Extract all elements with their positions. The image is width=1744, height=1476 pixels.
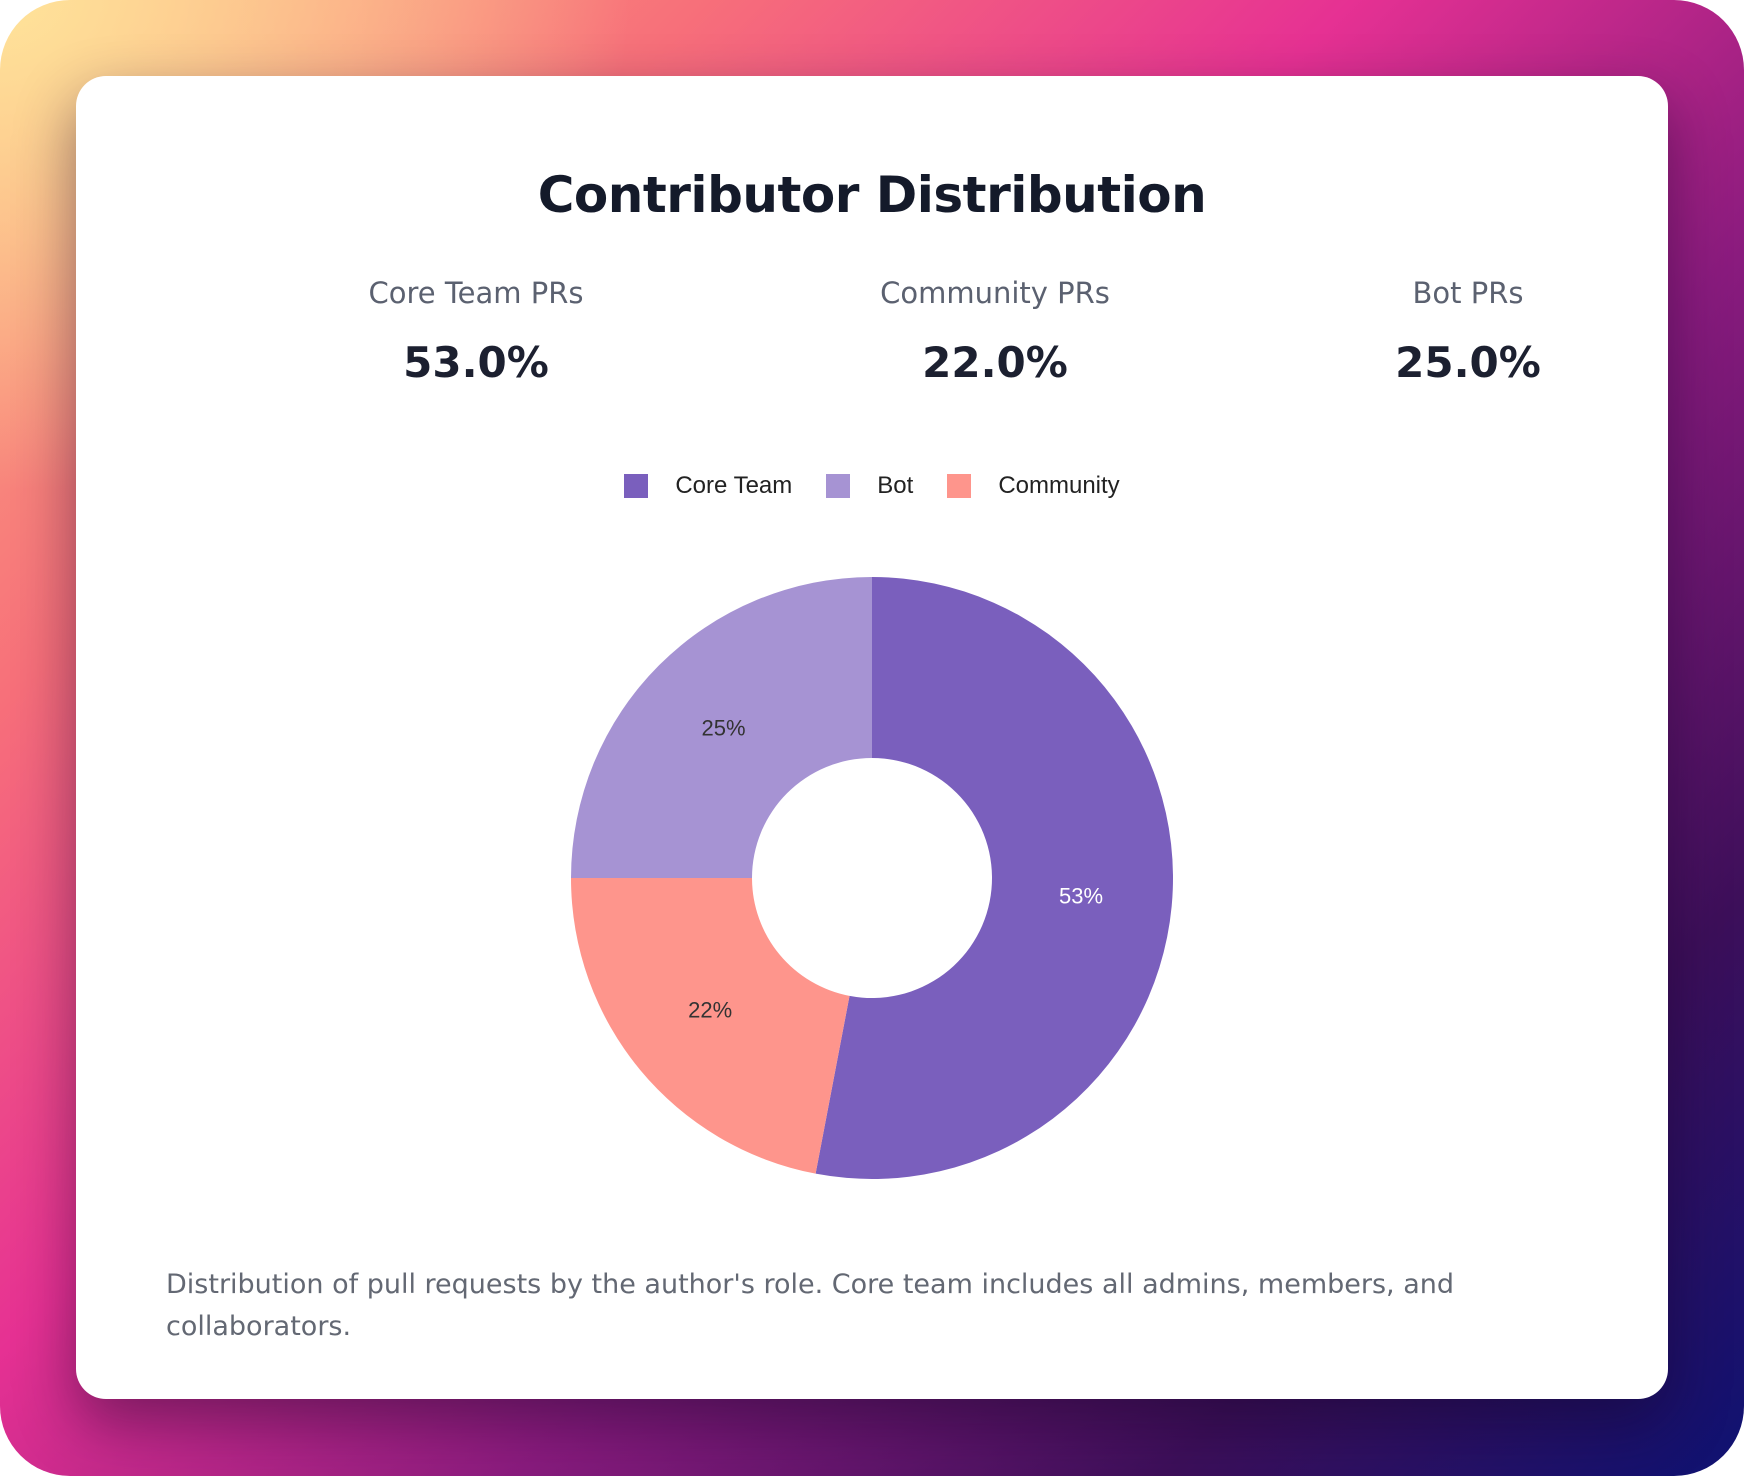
donut-data-label: 25%	[701, 715, 745, 740]
legend-label: Bot	[877, 472, 914, 499]
stat-core-team: Core Team PRs 53.0%	[276, 276, 676, 387]
chart-caption: Distribution of pull requests by the aut…	[166, 1269, 1454, 1342]
donut-slice-community[interactable]	[571, 878, 850, 1174]
stat-value: 25.0%	[1395, 338, 1541, 387]
stat-label: Bot PRs	[1412, 276, 1524, 310]
stat-value: 53.0%	[403, 338, 549, 387]
donut-data-label: 22%	[688, 998, 732, 1023]
legend-item-community[interactable]: Community	[947, 472, 1120, 500]
donut-slice-core-team[interactable]	[815, 577, 1174, 1179]
legend-swatch	[947, 474, 972, 498]
legend-label: Core Team	[675, 472, 793, 499]
chart-legend: Core Team Bot Community	[76, 472, 1668, 500]
legend-label: Community	[998, 472, 1120, 499]
donut-chart: 53% 22% 25%	[571, 577, 1174, 1179]
donut-slice-bot[interactable]	[571, 577, 872, 878]
legend-item-core-team[interactable]: Core Team	[624, 472, 792, 500]
stat-label: Core Team PRs	[368, 276, 584, 310]
card-title: Contributor Distribution	[537, 166, 1207, 224]
legend-item-bot[interactable]: Bot	[826, 472, 913, 500]
stat-value: 22.0%	[922, 338, 1068, 387]
legend-swatch	[826, 474, 851, 498]
legend-swatch	[624, 474, 649, 498]
stat-label: Community PRs	[880, 276, 1110, 310]
stat-community: Community PRs 22.0%	[795, 276, 1195, 387]
stat-bot: Bot PRs 25.0%	[1268, 276, 1668, 387]
donut-data-label: 53%	[1059, 884, 1103, 909]
chart-card: Contributor Distribution Core Team PRs 5…	[76, 76, 1668, 1399]
